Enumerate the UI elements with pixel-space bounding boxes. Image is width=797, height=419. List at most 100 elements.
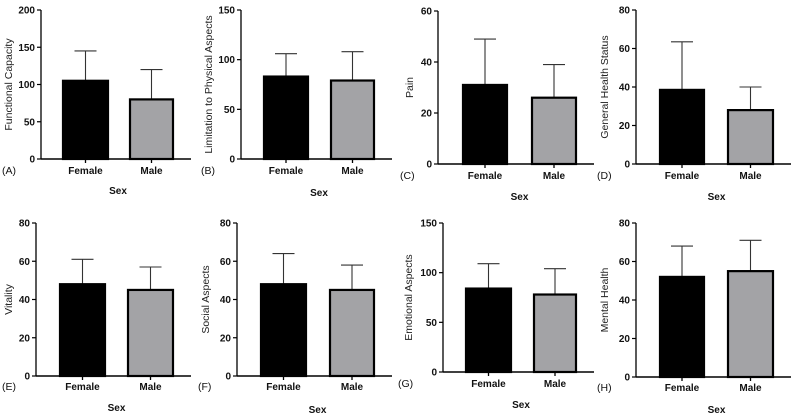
bar-male <box>328 288 376 378</box>
y-tick-label: 50 <box>24 117 36 128</box>
y-axis-title: Social Aspects <box>200 265 212 333</box>
y-tick-label: 150 <box>18 43 35 54</box>
y-tick-label: 100 <box>18 80 35 91</box>
y-tick-label: 60 <box>220 257 232 268</box>
chart-panel-a: 0 50 100 150 200 Female Male (A) Sex Functional C… <box>2 6 191 197</box>
y-tick-label: 60 <box>421 7 433 18</box>
y-axis-title: General Health Status <box>599 35 611 138</box>
bar-female <box>259 283 308 378</box>
y-tick-label: 40 <box>421 58 433 69</box>
bar-female <box>58 283 107 378</box>
y-tick-label: 0 <box>624 373 630 384</box>
panel-label: (A) <box>2 165 16 177</box>
x-tick-label-male: Male <box>341 166 364 177</box>
x-tick-label-male: Male <box>140 166 163 177</box>
y-axis-title: Limitation to Physical Aspects <box>203 15 215 153</box>
bar-female <box>262 75 310 161</box>
x-axis-title: Sex <box>708 405 726 416</box>
y-tick-label: 20 <box>619 334 631 345</box>
y-tick-label: 100 <box>218 55 235 66</box>
y-tick-label: 80 <box>220 219 232 230</box>
x-axis-title: Sex <box>512 400 530 411</box>
x-tick-label-female: Female <box>468 171 503 182</box>
y-tick-label: 200 <box>18 6 35 17</box>
panel-label: (H) <box>597 382 612 394</box>
y-tick-label: 60 <box>619 257 631 268</box>
x-tick-label-male: Male <box>139 382 162 393</box>
x-tick-label-male: Male <box>739 171 762 182</box>
x-tick-label-male: Male <box>544 379 567 390</box>
x-tick-label-female: Female <box>68 166 103 177</box>
chart-panel-d: 0 20 40 60 80 Female Male (D) Sex General Health … <box>597 6 791 203</box>
panel-label: (B) <box>201 165 215 177</box>
x-axis-title: Sex <box>511 192 529 203</box>
y-tick-label: 150 <box>218 6 235 17</box>
y-tick-label: 40 <box>619 83 631 94</box>
chart-panel-b: 0 50 100 150 Female Male (B) Sex Limitation to P… <box>201 6 392 199</box>
y-tick-label: 20 <box>19 333 31 344</box>
y-tick-label: 60 <box>619 44 631 55</box>
bar-male <box>726 108 775 166</box>
x-axis-title: Sex <box>310 188 328 199</box>
y-tick-label: 150 <box>420 219 437 230</box>
x-tick-label-female: Female <box>269 166 304 177</box>
x-tick-label-male: Male <box>543 171 566 182</box>
y-tick-label: 80 <box>619 6 631 17</box>
y-axis-title: Vitality <box>3 283 15 314</box>
y-tick-label: 20 <box>220 333 232 344</box>
bar-female <box>658 88 706 166</box>
chart-panel-f: 0 20 40 60 80 Female Male (F) Sex Social Aspects <box>198 219 392 416</box>
x-tick-label-female: Female <box>65 382 100 393</box>
x-axis-title: Sex <box>708 192 726 203</box>
y-tick-label: 50 <box>224 105 236 116</box>
bar-male <box>329 79 376 161</box>
chart-panel-g: 0 50 100 150 Female Male (G) Sex Emotional Aspec… <box>398 219 594 411</box>
panel-label: (G) <box>398 378 413 390</box>
bar-male <box>126 288 175 378</box>
y-tick-label: 20 <box>421 109 433 120</box>
y-tick-label: 0 <box>225 372 231 383</box>
x-axis-title: Sex <box>309 405 327 416</box>
bar-male <box>128 98 175 161</box>
x-tick-label-female: Female <box>471 379 506 390</box>
y-tick-label: 80 <box>619 219 631 230</box>
x-tick-label-male: Male <box>341 382 364 393</box>
panel-label: (E) <box>2 381 16 393</box>
bar-female <box>464 287 513 374</box>
y-tick-label: 80 <box>19 219 31 230</box>
bar-female <box>461 83 509 166</box>
bar-male <box>726 270 775 379</box>
y-tick-label: 0 <box>426 160 432 171</box>
bar-male <box>532 293 578 374</box>
x-tick-label-female: Female <box>665 383 700 394</box>
x-tick-label-female: Female <box>266 382 301 393</box>
y-axis-title: Emotional Aspects <box>403 254 415 340</box>
y-axis-title: Mental Health <box>599 267 611 332</box>
y-tick-label: 100 <box>420 268 437 279</box>
bar-female <box>658 275 706 379</box>
y-tick-label: 40 <box>619 296 631 307</box>
y-tick-label: 0 <box>229 155 235 166</box>
bar-male <box>530 96 578 166</box>
chart-panel-e: 0 20 40 60 80 Female Male (E) Sex Vitality <box>2 219 191 414</box>
chart-panel-h: 0 20 40 60 80 Female Male (H) Sex Mental Health <box>597 219 791 416</box>
y-tick-label: 40 <box>19 295 31 306</box>
chart-panel-c: 0 20 40 60 Female Male (C) Sex Pain <box>400 7 594 203</box>
y-tick-label: 40 <box>220 295 232 306</box>
y-tick-label: 0 <box>624 160 630 171</box>
panel-label: (D) <box>597 170 612 182</box>
y-tick-label: 0 <box>29 155 35 166</box>
y-tick-label: 0 <box>24 372 30 383</box>
y-tick-label: 20 <box>619 121 631 132</box>
x-axis-title: Sex <box>108 403 126 414</box>
y-axis-title: Functional Capacity <box>3 38 15 131</box>
y-axis-title: Pain <box>404 77 416 98</box>
panel-label: (C) <box>400 170 415 182</box>
y-tick-label: 60 <box>19 257 31 268</box>
x-tick-label-male: Male <box>739 383 762 394</box>
x-tick-label-female: Female <box>665 171 700 182</box>
x-axis-title: Sex <box>109 186 127 197</box>
y-tick-label: 0 <box>431 368 437 379</box>
y-tick-label: 50 <box>426 318 438 329</box>
